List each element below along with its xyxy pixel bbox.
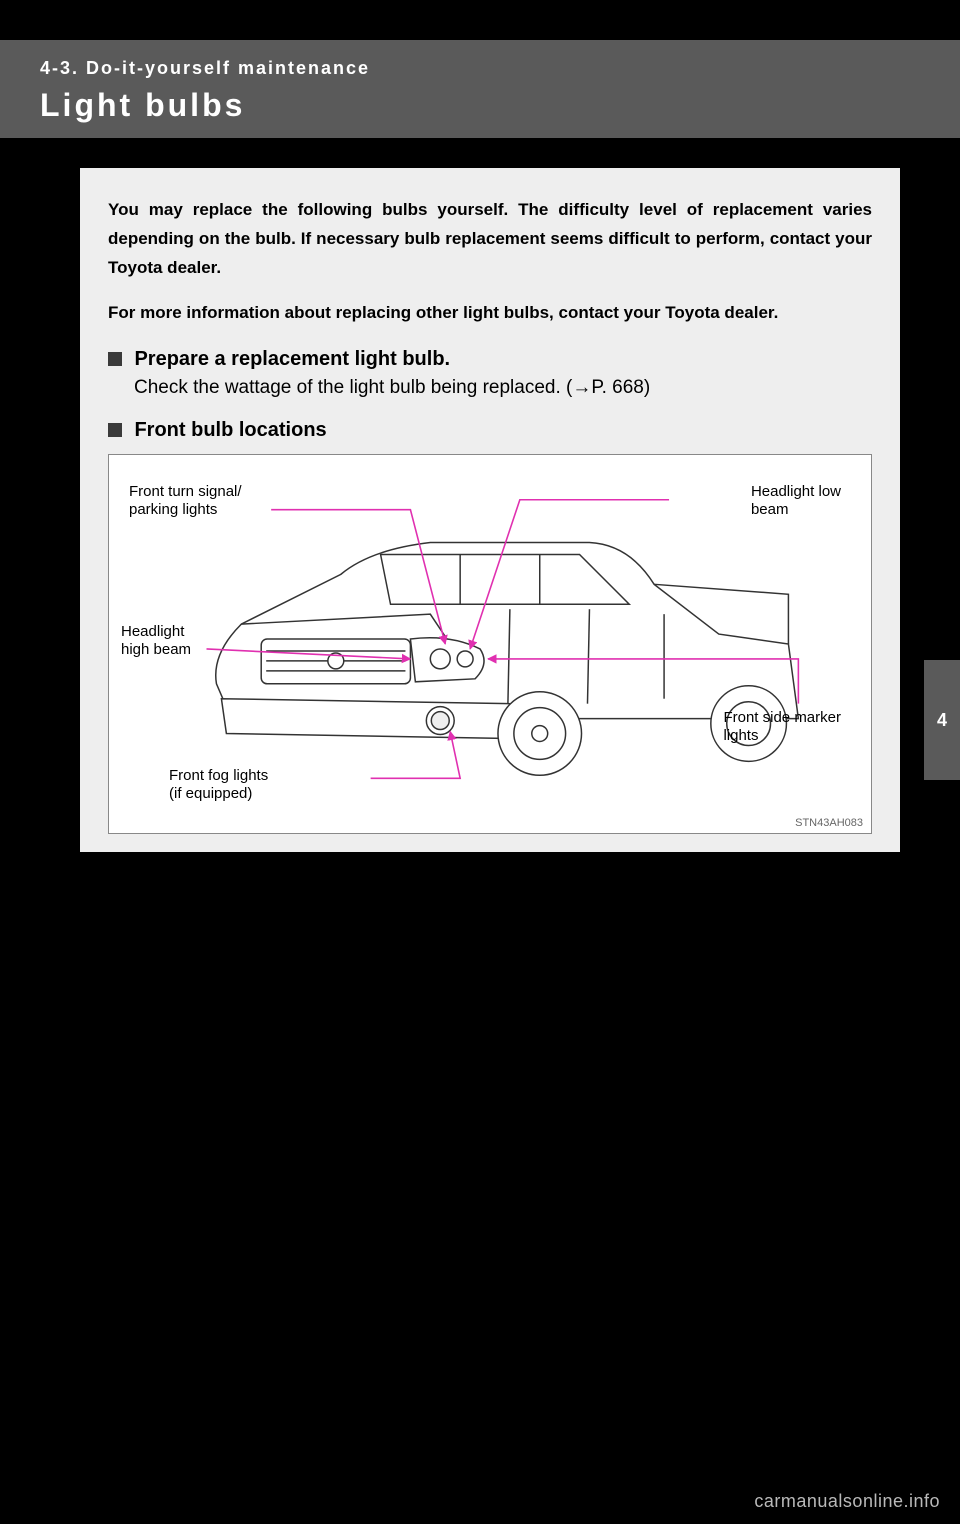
section-front-loc: Front bulb locations bbox=[108, 419, 872, 834]
page-title: Light bulbs bbox=[40, 87, 920, 124]
watermark: carmanualsonline.info bbox=[754, 1491, 940, 1512]
square-bullet-icon bbox=[108, 352, 122, 366]
callout-side-marker: Front side markerlights bbox=[723, 709, 841, 747]
diagram-code: STN43AH083 bbox=[795, 817, 863, 829]
callout-turn-signal: Front turn signal/parking lights bbox=[129, 483, 242, 521]
side-tab-number: 4 bbox=[937, 710, 947, 731]
prepare-title: Prepare a replacement light bulb. bbox=[134, 348, 450, 370]
intro-paragraph-2: For more information about replacing oth… bbox=[108, 299, 872, 328]
diagram-frame: Front turn signal/parking lights Headlig… bbox=[108, 454, 872, 834]
prepare-body-ref: P. 668) bbox=[591, 377, 650, 398]
header-bar: 4-3. Do-it-yourself maintenance Light bu… bbox=[0, 40, 960, 138]
prepare-body: Check the wattage of the light bulb bein… bbox=[134, 377, 872, 399]
front-loc-title: Front bulb locations bbox=[134, 419, 326, 441]
section-label: 4-3. Do-it-yourself maintenance bbox=[40, 58, 920, 79]
arrow-icon: → bbox=[572, 377, 591, 398]
side-tab: 4 bbox=[924, 660, 960, 780]
callout-high-beam: Headlighthigh beam bbox=[121, 623, 191, 661]
callout-low-beam: Headlight lowbeam bbox=[751, 483, 841, 521]
square-bullet-icon bbox=[108, 423, 122, 437]
intro-paragraph-1: You may replace the following bulbs your… bbox=[108, 196, 872, 283]
prepare-body-prefix: Check the wattage of the light bulb bein… bbox=[134, 377, 572, 398]
content-box: You may replace the following bulbs your… bbox=[80, 168, 900, 852]
callout-fog: Front fog lights(if equipped) bbox=[169, 767, 268, 805]
section-prepare: Prepare a replacement light bulb. Check … bbox=[108, 348, 872, 399]
